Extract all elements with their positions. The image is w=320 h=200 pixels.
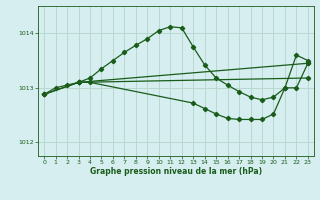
X-axis label: Graphe pression niveau de la mer (hPa): Graphe pression niveau de la mer (hPa): [90, 167, 262, 176]
